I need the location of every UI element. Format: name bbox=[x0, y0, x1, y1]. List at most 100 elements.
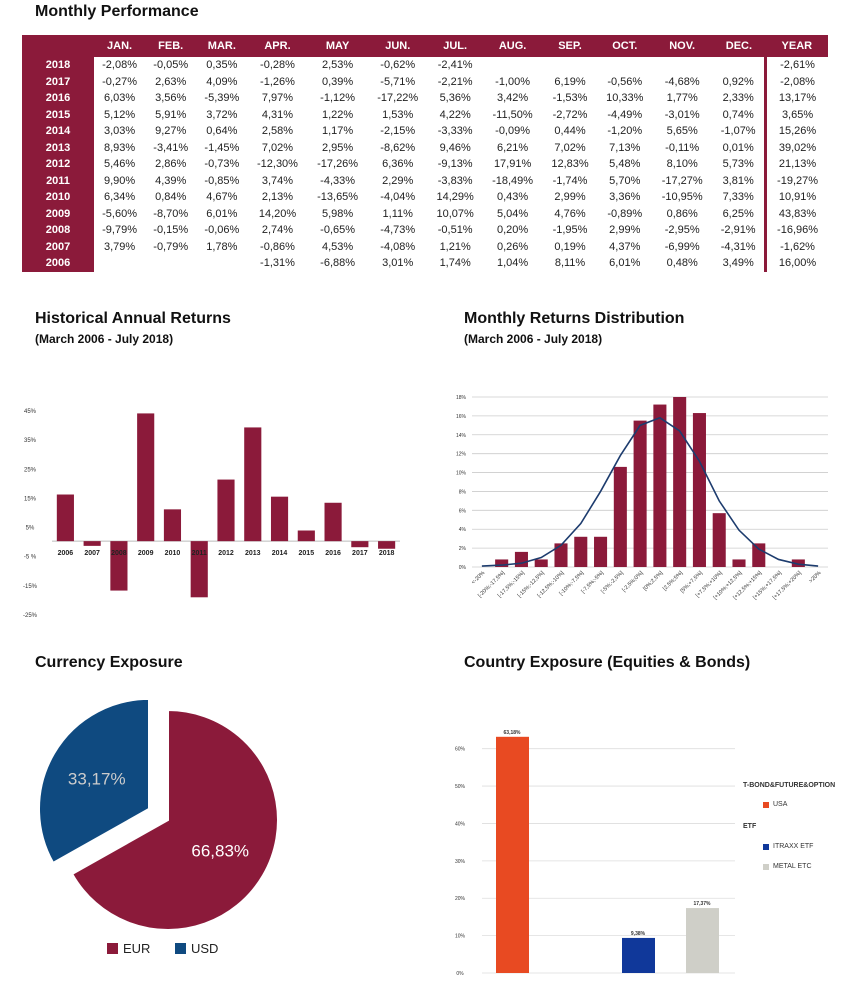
column-header bbox=[22, 35, 94, 57]
month-return-cell: -0,86% bbox=[260, 240, 295, 253]
table-row: 2014 3,03% 9,27% 0,64% 2,58% 1,17% -2,15% -3,33… bbox=[22, 123, 828, 140]
month-return-cell: -1,95% bbox=[552, 224, 588, 237]
table-row: 2006 -1,31% -6,88% 3,01% 1,74% 1,04% 8,11% 6,01… bbox=[22, 255, 828, 272]
month-return-cell: 6,34% bbox=[103, 191, 136, 204]
month-return-cell: 5,98% bbox=[322, 207, 354, 220]
table-row: 2007 3,79% -0,79% 1,78% -0,86% 4,53% -4,08% 1,2… bbox=[22, 238, 828, 255]
column-header: MAR. bbox=[196, 35, 248, 57]
month-return-cell: -1,26% bbox=[260, 75, 295, 88]
month-return-cell: -4,68% bbox=[664, 75, 700, 88]
bar-itraxx-etf bbox=[622, 937, 655, 973]
y-tick-label: 15% bbox=[24, 496, 37, 502]
month-return-cell: 2,95% bbox=[322, 141, 354, 154]
month-return-cell: -4,08% bbox=[380, 240, 416, 253]
table-row: 2018 -2,08% -0,05% 0,35% -0,28% 2,53% -0,62% -2… bbox=[22, 57, 828, 74]
year-return-cell: 13,17% bbox=[764, 90, 828, 107]
month-return-cell: 1,11% bbox=[382, 207, 413, 220]
month-return-cell: -4,73% bbox=[380, 224, 416, 237]
month-return-cell: 0,26% bbox=[496, 240, 529, 253]
metal-swatch bbox=[763, 863, 769, 870]
distribution-bar bbox=[574, 536, 588, 567]
month-return-cell: -2,08% bbox=[102, 59, 137, 72]
currency-exposure-title: Currency Exposure bbox=[35, 654, 183, 671]
month-return-cell: 8,10% bbox=[666, 158, 698, 171]
month-return-cell: 4,39% bbox=[155, 174, 187, 187]
month-return-cell: 4,37% bbox=[609, 240, 641, 253]
month-return-cell: 7,02% bbox=[261, 141, 294, 154]
month-return-cell: 17,91% bbox=[493, 158, 532, 171]
month-return-cell: 7,97% bbox=[261, 92, 294, 105]
row-year: 2006 bbox=[22, 255, 94, 272]
month-return-cell: -0,73% bbox=[204, 158, 240, 171]
x-tick-label: 2012 bbox=[218, 550, 234, 557]
bar-2016 bbox=[324, 502, 342, 542]
column-header: DEC. bbox=[712, 35, 766, 57]
row-year: 2009 bbox=[22, 205, 94, 222]
row-year: 2012 bbox=[22, 156, 94, 173]
itraxx-swatch bbox=[763, 843, 769, 850]
month-return-cell bbox=[483, 57, 543, 74]
usd-swatch bbox=[175, 943, 186, 954]
y-tick-label: 12% bbox=[456, 452, 467, 458]
month-return-cell: 2,99% bbox=[609, 224, 641, 237]
distribution-bar bbox=[495, 559, 509, 567]
bar-data-label: 9,38% bbox=[631, 931, 646, 937]
month-return-cell: 2,86% bbox=[155, 158, 187, 171]
month-return-cell: 0,44% bbox=[554, 125, 586, 138]
table-row: 2008 -9,79% -0,15% -0,06% 2,74% -0,65% -4,73% -… bbox=[22, 222, 828, 239]
month-return-cell: 14,29% bbox=[436, 191, 474, 204]
column-header: JUN. bbox=[367, 35, 428, 57]
x-tick-label: >20% bbox=[808, 570, 822, 584]
month-return-cell: -5,39% bbox=[204, 92, 240, 105]
month-return-cell: 0,20% bbox=[496, 224, 529, 237]
month-return-cell: -17,26% bbox=[317, 158, 359, 171]
month-return-cell: 3,36% bbox=[609, 191, 641, 204]
month-return-cell: 5,73% bbox=[722, 158, 754, 171]
month-return-cell: 0,74% bbox=[722, 108, 754, 121]
row-year: 2018 bbox=[22, 57, 94, 74]
x-tick-label: <-20% bbox=[471, 570, 487, 586]
y-tick-label: 0% bbox=[459, 565, 467, 571]
month-return-cell: 5,65% bbox=[666, 125, 698, 138]
month-return-cell bbox=[543, 57, 598, 74]
bar-data-label: 63,18% bbox=[504, 730, 522, 736]
table-row: 2009 -5,60% -8,70% 6,01% 14,20% 5,98% 1,11% 10,… bbox=[22, 205, 828, 222]
row-year: 2007 bbox=[22, 238, 94, 255]
month-return-cell: -6,99% bbox=[664, 240, 700, 253]
month-return-cell: 12,83% bbox=[551, 158, 589, 171]
month-return-cell: 0,35% bbox=[206, 59, 238, 72]
month-return-cell: 6,25% bbox=[722, 207, 754, 220]
month-return-cell: 10,07% bbox=[436, 207, 474, 220]
y-tick-label: 16% bbox=[456, 414, 467, 420]
month-return-cell: -1,53% bbox=[552, 92, 588, 105]
month-return-cell: -0,28% bbox=[260, 59, 295, 72]
pie-slice-eur bbox=[70, 708, 279, 931]
month-return-cell: -0,27% bbox=[102, 75, 137, 88]
row-year: 2011 bbox=[22, 172, 94, 189]
month-return-cell: 0,39% bbox=[322, 75, 354, 88]
row-year: 2008 bbox=[22, 222, 94, 239]
month-return-cell: -8,62% bbox=[380, 141, 416, 154]
country-exposure-chart: 0% 10% 20% 30% 40% 50% 60% 63,18% 9,38% 17,37% bbox=[455, 730, 735, 977]
y-tick-label: 10% bbox=[455, 934, 466, 940]
year-return-cell: -1,62% bbox=[764, 238, 828, 255]
month-return-cell: -10,95% bbox=[661, 191, 703, 204]
distribution-bar bbox=[692, 413, 706, 567]
month-return-cell: 2,74% bbox=[261, 224, 294, 237]
distribution-bar bbox=[752, 543, 766, 567]
currency-pie-chart: 66,83% 33,17% bbox=[38, 697, 279, 931]
column-header: OCT. bbox=[597, 35, 653, 57]
month-return-cell: -0,11% bbox=[665, 141, 700, 154]
month-return-cell: -18,49% bbox=[492, 174, 534, 187]
month-return-cell: 6,21% bbox=[496, 141, 529, 154]
bar-2012 bbox=[217, 479, 235, 542]
month-return-cell: 6,01% bbox=[206, 207, 238, 220]
historical-returns-title: Historical Annual Returns bbox=[35, 310, 231, 327]
month-return-cell: -11,50% bbox=[492, 108, 533, 121]
month-return-cell: -1,45% bbox=[204, 141, 240, 154]
row-year: 2013 bbox=[22, 139, 94, 156]
column-header: NOV. bbox=[652, 35, 713, 57]
bar-2015 bbox=[297, 530, 315, 542]
month-return-cell: 5,36% bbox=[439, 92, 471, 105]
